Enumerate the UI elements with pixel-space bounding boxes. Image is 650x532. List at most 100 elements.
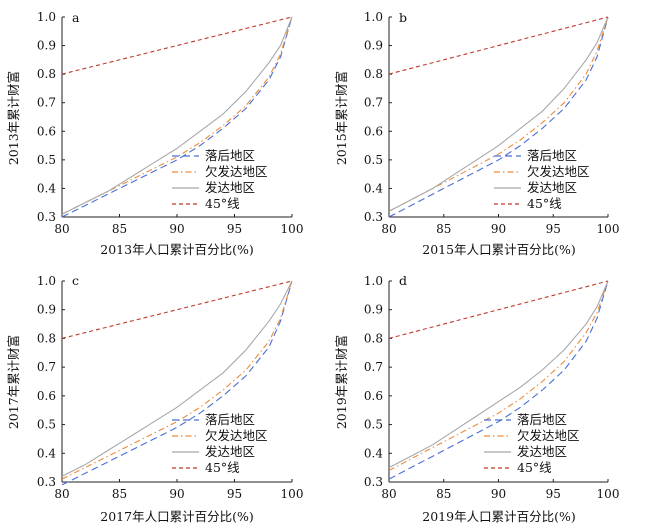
legend-label: 45°线	[517, 460, 552, 475]
x-tick-label: 80	[54, 487, 69, 501]
x-tick-label: 80	[54, 222, 69, 236]
x-tick-label: 85	[112, 222, 127, 236]
series-line-4	[61, 16, 293, 75]
x-tick-label: 100	[597, 222, 620, 236]
y-tick-label: 1.0	[364, 274, 383, 288]
y-tick-label: 0.3	[37, 475, 56, 489]
series-line-3	[388, 280, 609, 469]
x-tick-label: 85	[436, 222, 451, 236]
y-tick-label: 0.9	[37, 39, 56, 53]
x-tick-label: 100	[281, 222, 304, 236]
series-line-1	[61, 16, 293, 218]
y-tick-label: 0.4	[364, 181, 383, 195]
y-tick-label: 0.3	[37, 210, 56, 224]
y-tick-label: 0.8	[37, 331, 56, 345]
y-tick-label: 0.4	[37, 446, 56, 460]
y-tick-label: 0.5	[37, 153, 56, 167]
panel-b: b 2015年人口累计百分比(%) 2015年累计财富 0.3 0.4 0.5 0.6…	[334, 10, 619, 257]
x-tick-label: 95	[227, 222, 242, 236]
x-tick-label: 85	[112, 487, 127, 501]
series-line-1	[61, 280, 293, 486]
y-tick-label: 1.0	[37, 274, 56, 288]
y-tick-label: 0.7	[364, 96, 383, 110]
series-line-2	[388, 280, 609, 471]
panel-label: a	[72, 10, 80, 25]
series-line-1	[388, 16, 609, 218]
panel-label: b	[399, 10, 407, 25]
legend-label: 45°线	[205, 460, 240, 475]
x-tick-label: 95	[227, 487, 242, 501]
y-tick-label: 0.7	[37, 96, 56, 110]
x-tick-label: 100	[597, 487, 620, 501]
y-tick-label: 0.6	[364, 124, 383, 138]
y-tick-label: 0.3	[364, 475, 383, 489]
panel-c: c 2017年人口累计百分比(%) 2017年累计财富 0.3 0.4 0.5 0.6…	[6, 273, 303, 524]
x-tick-label: 80	[381, 222, 396, 236]
legend-label: 欠发达地区	[527, 164, 590, 179]
series-line-2	[61, 280, 293, 480]
x-axis-label: 2015年人口累计百分比(%)	[422, 242, 575, 257]
series-line-4	[388, 280, 609, 339]
x-axis-label: 2013年人口累计百分比(%)	[100, 242, 253, 257]
x-tick-label: 90	[491, 487, 506, 501]
series-line-1	[388, 280, 609, 480]
legend-label: 落后地区	[527, 148, 577, 163]
panel-d: d 2019年人口累计百分比(%) 2019年累计财富 0.3 0.4 0.5 0.6…	[334, 273, 619, 524]
x-axis-label: 2017年人口累计百分比(%)	[100, 509, 253, 524]
y-tick-label: 0.9	[364, 303, 383, 317]
y-tick-label: 1.0	[37, 10, 56, 24]
legend-label: 发达地区	[205, 180, 255, 195]
x-tick-label: 90	[169, 222, 184, 236]
legend-label: 45°线	[527, 196, 562, 211]
y-tick-label: 0.8	[37, 67, 56, 81]
y-tick-label: 0.8	[364, 331, 383, 345]
series-line-3	[61, 280, 293, 477]
y-axis-label: 2019年累计财富	[334, 335, 349, 429]
y-tick-label: 0.6	[364, 389, 383, 403]
x-tick-label: 95	[546, 222, 561, 236]
y-tick-label: 0.7	[364, 360, 383, 374]
x-tick-label: 90	[491, 222, 506, 236]
y-axis-label: 2013年累计财富	[6, 71, 21, 165]
y-tick-label: 0.9	[364, 39, 383, 53]
legend-label: 落后地区	[205, 148, 255, 163]
y-tick-label: 0.4	[364, 446, 383, 460]
panel-label: d	[399, 273, 407, 288]
legend-label: 欠发达地区	[205, 428, 268, 443]
y-axis-label: 2017年累计财富	[6, 335, 21, 429]
x-axis-label: 2019年人口累计百分比(%)	[422, 509, 575, 524]
series-line-2	[61, 16, 293, 215]
y-tick-label: 0.4	[37, 181, 56, 195]
panel-a: a 2013年人口累计百分比(%) 2013年累计财富 0.3 0.4 0.5 0.6…	[6, 10, 303, 257]
x-tick-label: 80	[381, 487, 396, 501]
panel-label: c	[72, 273, 79, 288]
legend-label: 发达地区	[205, 444, 255, 459]
y-tick-label: 0.5	[364, 418, 383, 432]
legend-label: 发达地区	[527, 180, 577, 195]
x-tick-label: 95	[546, 487, 561, 501]
y-axis-label: 2015年累计财富	[334, 71, 349, 165]
legend-label: 落后地区	[517, 412, 567, 427]
x-tick-label: 90	[169, 487, 184, 501]
legend-label: 欠发达地区	[517, 428, 580, 443]
series-line-4	[388, 16, 609, 75]
series-line-4	[61, 280, 293, 339]
y-tick-label: 1.0	[364, 10, 383, 24]
y-tick-label: 0.6	[37, 124, 56, 138]
y-tick-label: 0.5	[37, 418, 56, 432]
y-tick-label: 0.8	[364, 67, 383, 81]
y-tick-label: 0.9	[37, 303, 56, 317]
legend-label: 发达地区	[517, 444, 567, 459]
y-tick-label: 0.3	[364, 210, 383, 224]
legend-label: 欠发达地区	[205, 164, 268, 179]
legend-label: 落后地区	[205, 412, 255, 427]
y-tick-label: 0.7	[37, 360, 56, 374]
y-tick-label: 0.5	[364, 153, 383, 167]
series-line-3	[388, 16, 609, 212]
y-tick-label: 0.6	[37, 389, 56, 403]
x-tick-label: 100	[281, 487, 304, 501]
series-line-3	[61, 16, 293, 215]
x-tick-label: 85	[436, 487, 451, 501]
legend-label: 45°线	[205, 196, 240, 211]
